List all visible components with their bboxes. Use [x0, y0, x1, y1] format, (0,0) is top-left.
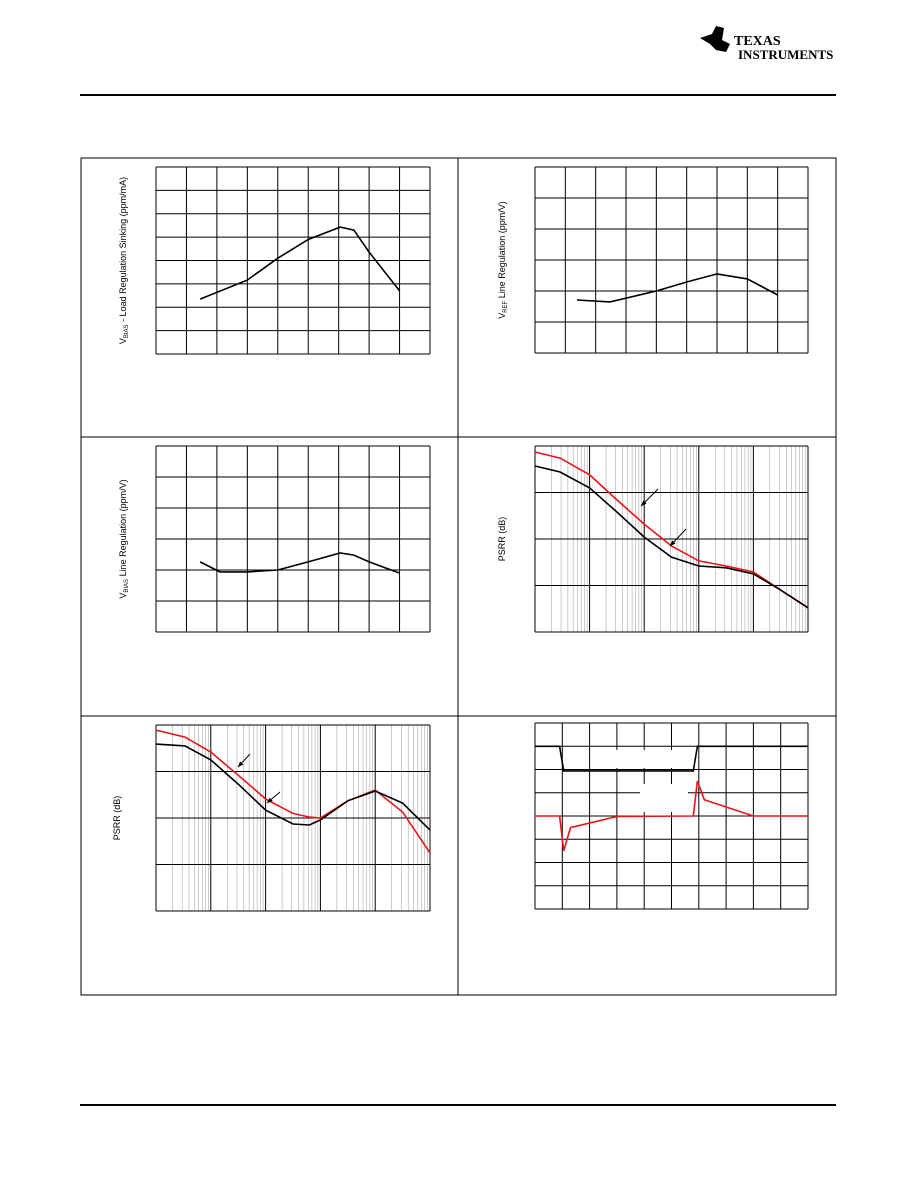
arrow-head: [267, 797, 273, 803]
y-axis-label-sub: BIAS: [124, 324, 130, 338]
data-line: [576, 273, 779, 303]
footer-rule: [80, 1104, 836, 1106]
data-line: [534, 465, 809, 609]
label-box: [640, 784, 688, 812]
y-axis-label-part: PSRR (dB): [497, 517, 507, 562]
arrow-head: [641, 500, 647, 506]
header-rule: [80, 94, 836, 96]
y-axis-label-part: V: [118, 593, 128, 599]
data-line: [155, 729, 431, 854]
y-axis-label: PSRR (dB): [112, 796, 122, 841]
data-line: [535, 745, 808, 772]
y-axis-label: PSRR (dB): [497, 517, 507, 562]
y-axis-label-part: V: [118, 338, 128, 344]
y-axis-label-part: Line Regulation (ppm/V): [118, 479, 128, 579]
y-axis-label: VREF Line Regulation (ppm/V): [497, 201, 509, 319]
data-line: [199, 226, 401, 300]
y-axis-label-part: - Load Regulation Sinking (ppm/mA): [118, 177, 128, 325]
y-axis-label-part: PSRR (dB): [112, 796, 122, 841]
y-axis-label-part: V: [497, 313, 507, 319]
arrow-head: [670, 540, 676, 546]
y-axis-label: VBIAS Line Regulation (ppm/V): [118, 479, 130, 598]
arrow-head: [238, 761, 244, 767]
label-box: [600, 750, 690, 768]
data-line: [199, 552, 400, 574]
data-line: [155, 743, 431, 831]
ti-logo-mark: [700, 26, 730, 52]
ti-logo: TEXAS INSTRUMENTS: [700, 26, 833, 62]
y-axis-label: VBIAS - Load Regulation Sinking (ppm/mA): [118, 177, 130, 344]
data-line: [535, 780, 808, 852]
logo-text: INSTRUMENTS: [738, 47, 833, 62]
y-axis-label-sub: REF: [503, 300, 509, 312]
y-axis-label-sub: BIAS: [124, 579, 130, 593]
logo-text: TEXAS: [734, 34, 781, 49]
data-line: [534, 451, 809, 609]
y-axis-label-part: Line Regulation (ppm/V): [497, 201, 507, 301]
